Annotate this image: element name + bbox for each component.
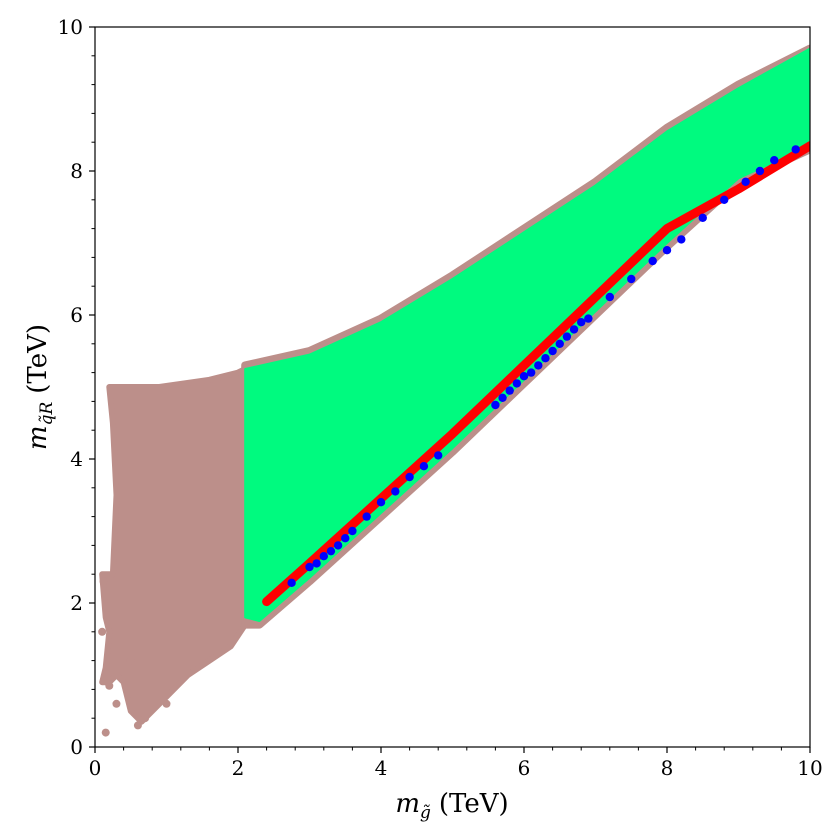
series-4-point-21 [541,354,550,363]
series-4-point-28 [605,292,614,302]
series-0-point-1 [105,681,114,690]
x-axis-label: mg̃ (TeV) [395,789,508,823]
series-0-point-0 [101,728,110,737]
series-4-point-14 [491,400,500,410]
series-4-point-32 [677,235,686,244]
series-4-point-25 [569,325,579,334]
y-tick-label-5: 10 [58,15,83,39]
series-4-point-30 [648,256,657,266]
series-4-point-3 [319,552,328,561]
series-4-point-5 [333,541,343,550]
series-4-point-18 [519,372,529,381]
x-tick-label-1: 2 [232,756,245,780]
series-0-point-2 [112,699,121,708]
series-4-point-9 [376,498,386,507]
series-4-point-27 [584,314,593,323]
data-layer [98,44,810,737]
series-4-point-7 [348,526,357,536]
axes: 0 2 4 6 8 10 0 2 4 6 8 10 [58,15,823,780]
y-tick-label-1: 2 [70,591,83,615]
series-4-point-12 [419,462,429,471]
x-tick-label-5: 10 [797,756,822,780]
series-4-point-22 [548,346,557,356]
y-tick-label-2: 4 [70,447,83,471]
y-axis-label: mq̃R(TeV) [23,324,57,450]
series-4-point-33 [698,213,707,222]
series-4-point-15 [498,393,507,402]
series-4-point-35 [741,177,750,186]
series-4-point-37 [770,156,779,165]
series-0 [98,366,249,737]
series-4-point-23 [555,339,564,348]
series-4-point-2 [312,559,321,568]
series-4-point-16 [505,386,514,395]
x-tick-label-0: 0 [89,756,102,780]
series-0-point-6 [99,577,108,586]
series-4-point-4 [326,546,336,556]
y-tick-label-4: 8 [70,159,83,183]
plot-frame [94,26,811,748]
series-4-point-26 [577,318,586,327]
x-tick-label-2: 4 [375,756,388,780]
y-tick-label-0: 0 [70,735,83,759]
series-4-point-34 [720,195,729,204]
series-4-point-19 [526,368,536,377]
series-4-point-36 [755,166,765,176]
series-3 [262,141,810,607]
series-0-point-8 [126,656,135,665]
series-4-point-6 [341,534,350,543]
series-0-point-5 [98,627,107,636]
series-4-point-0 [287,578,296,588]
series-3-band [262,141,810,607]
series-4-point-31 [662,246,672,255]
series-4-point-38 [791,145,800,154]
series-2-region [244,47,810,622]
series-0-point-3 [133,721,142,730]
series-0-region [99,366,249,725]
x-tick-label-4: 8 [661,756,674,780]
series-4-point-29 [627,274,636,284]
series-4-point-17 [512,379,522,388]
series-4-point-20 [534,361,543,370]
series-4-point-11 [405,472,414,482]
series-4-point-24 [562,332,572,341]
series-0-point-4 [141,714,150,723]
series-2 [244,47,810,622]
series-0-point-7 [162,699,171,708]
series-4-point-10 [391,487,400,496]
series-4-point-8 [362,512,371,521]
y-tick-label-3: 6 [70,303,83,327]
series-4-point-13 [434,451,443,460]
series-4-point-1 [305,562,314,572]
series-4 [287,145,800,588]
x-tick-label-3: 6 [518,756,531,780]
